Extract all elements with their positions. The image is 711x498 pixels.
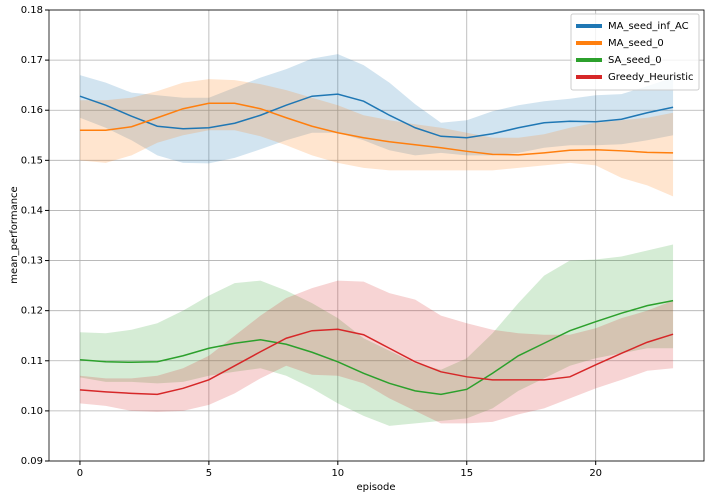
x-tick-label: 5	[206, 468, 212, 479]
legend-label: MA_seed_inf_AC	[608, 21, 689, 32]
y-tick-label: 0.12	[21, 306, 43, 317]
y-axis-label: mean_performance	[9, 186, 20, 283]
y-tick-label: 0.15	[21, 155, 43, 166]
x-tick-label: 10	[331, 468, 344, 479]
series-line	[79, 328, 674, 396]
x-tick-label: 15	[460, 468, 473, 479]
legend-label: Greedy_Heuristic	[608, 72, 694, 83]
y-tick-label: 0.09	[21, 456, 43, 467]
x-tick-label: 20	[589, 468, 602, 479]
y-tick-label: 0.17	[21, 55, 43, 66]
legend-box	[570, 13, 700, 91]
confidence-band	[79, 244, 674, 426]
x-axis-label: episode	[356, 482, 395, 493]
y-tick-label: 0.13	[21, 256, 43, 267]
x-tick-label: 0	[77, 468, 83, 479]
y-tick-label: 0.14	[21, 205, 43, 216]
y-tick-label: 0.18	[21, 5, 43, 16]
legend-label: SA_seed_0	[608, 55, 662, 66]
series-line	[79, 93, 674, 139]
y-tick-label: 0.11	[21, 356, 43, 367]
series-line	[79, 299, 674, 396]
series-line	[79, 102, 674, 156]
y-tick-label: 0.10	[21, 406, 43, 417]
plot-frame	[48, 9, 705, 462]
legend-label: MA_seed_0	[608, 38, 664, 49]
confidence-band	[79, 79, 674, 197]
confidence-band	[79, 280, 674, 424]
y-tick-label: 0.16	[21, 105, 43, 116]
